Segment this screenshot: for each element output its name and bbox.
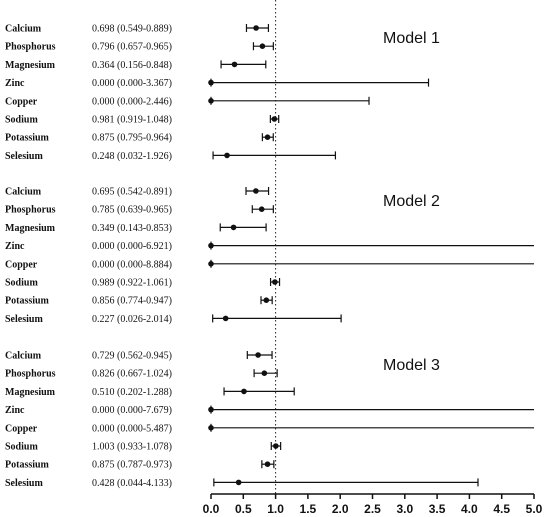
x-tick-label: 0.5 [235, 502, 252, 516]
row-estimate-text: 0.364 (0.156-0.848) [92, 60, 172, 71]
model-title: Model 3 [383, 357, 440, 374]
point-estimate [261, 370, 268, 377]
x-tick-label: 1.0 [267, 502, 284, 516]
point-estimate [208, 79, 214, 86]
x-tick-label: 2.0 [332, 502, 349, 516]
point-estimate [208, 242, 214, 249]
row-label: Copper [5, 423, 38, 434]
row-label: Phosphorus [5, 369, 56, 380]
point-estimate [264, 461, 271, 468]
row-estimate-text: 0.729 (0.562-0.945) [92, 351, 172, 362]
row-estimate-text: 0.695 (0.542-0.891) [92, 187, 172, 198]
point-estimate [235, 479, 242, 486]
row-estimate-text: 0.428 (0.044-4.133) [92, 478, 172, 489]
row-label: Potassium [5, 296, 50, 307]
x-tick-label: 2.5 [364, 502, 381, 516]
row-estimate-text: 0.510 (0.202-1.288) [92, 387, 172, 398]
x-tick-label: 1.5 [300, 502, 317, 516]
point-estimate [255, 352, 261, 358]
point-estimate [224, 152, 230, 159]
row-estimate-text: 0.981 (0.919-1.048) [92, 115, 172, 126]
point-estimate [208, 98, 214, 104]
row-estimate-text: 0.000 (0.000-8.884) [92, 259, 172, 270]
row-estimate-text: 0.227 (0.026-2.014) [92, 314, 172, 325]
row-label: Potassium [5, 133, 50, 144]
row-label: Magnesium [5, 223, 56, 234]
point-estimate [259, 43, 266, 49]
row-estimate-text: 0.856 (0.774-0.947) [92, 296, 172, 307]
row-label: Calcium [5, 24, 42, 35]
point-estimate [272, 279, 278, 285]
x-tick-label: 3.5 [429, 502, 446, 516]
row-estimate-text: 1.003 (0.933-1.078) [92, 442, 172, 453]
row-estimate-text: 0.796 (0.657-0.965) [92, 42, 172, 53]
row-label: Zinc [5, 78, 25, 89]
row-label: Copper [5, 96, 38, 107]
row-label: Zinc [5, 405, 25, 416]
x-tick-label: 3.0 [396, 502, 413, 516]
row-estimate-text: 0.826 (0.667-1.024) [92, 369, 172, 380]
row-label: Selesium [5, 314, 43, 325]
point-estimate [230, 224, 237, 231]
point-estimate [208, 406, 214, 413]
point-estimate [253, 188, 259, 194]
row-estimate-text: 0.000 (0.000-2.446) [92, 96, 172, 107]
row-estimate-text: 0.248 (0.032-1.926) [92, 151, 172, 162]
row-label: Zinc [5, 241, 25, 252]
row-estimate-text: 0.698 (0.549-0.889) [92, 24, 172, 35]
model-title: Model 2 [383, 193, 440, 210]
row-label: Phosphorus [5, 205, 56, 216]
point-estimate [241, 388, 247, 395]
row-label: Selesium [5, 151, 43, 162]
row-label: Magnesium [5, 387, 56, 398]
point-estimate [253, 25, 259, 31]
row-label: Sodium [5, 115, 38, 126]
point-estimate [231, 61, 238, 68]
point-estimate [222, 315, 229, 322]
model-title: Model 1 [383, 30, 440, 47]
row-estimate-text: 0.785 (0.639-0.965) [92, 205, 172, 216]
row-label: Potassium [5, 460, 50, 471]
point-estimate [208, 425, 214, 431]
x-tick-label: 4.0 [461, 502, 478, 516]
row-estimate-text: 0.000 (0.000-6.921) [92, 241, 172, 252]
row-estimate-text: 0.000 (0.000-5.487) [92, 423, 172, 434]
point-estimate [258, 206, 265, 212]
point-estimate [271, 116, 278, 122]
x-tick-label: 0.0 [203, 502, 220, 516]
row-estimate-text: 0.000 (0.000-7.679) [92, 405, 172, 416]
row-label: Copper [5, 259, 38, 270]
row-label: Calcium [5, 187, 42, 198]
x-tick-label: 4.5 [493, 502, 510, 516]
row-label: Sodium [5, 442, 38, 453]
row-estimate-text: 0.349 (0.143-0.853) [92, 223, 172, 234]
point-estimate [208, 261, 214, 267]
point-estimate [264, 134, 271, 140]
x-tick-label: 5.0 [526, 502, 543, 516]
row-estimate-text: 0.875 (0.795-0.964) [92, 133, 172, 144]
point-estimate [272, 443, 279, 449]
row-estimate-text: 0.875 (0.787-0.973) [92, 460, 172, 471]
row-label: Calcium [5, 351, 42, 362]
row-label: Magnesium [5, 60, 56, 71]
row-estimate-text: 0.989 (0.922-1.061) [92, 278, 172, 289]
row-label: Phosphorus [5, 42, 56, 53]
row-label: Sodium [5, 278, 38, 289]
point-estimate [263, 297, 270, 304]
row-label: Selesium [5, 478, 43, 489]
row-estimate-text: 0.000 (0.000-3.367) [92, 78, 172, 89]
